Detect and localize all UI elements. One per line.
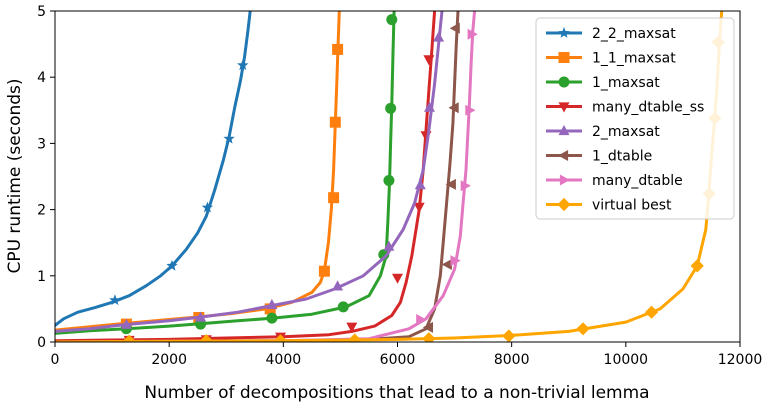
- data-point: [502, 329, 515, 342]
- data-point: [348, 333, 361, 346]
- legend-label: 2_2_maxsat: [592, 26, 676, 42]
- x-tick-label: 8000: [494, 352, 530, 368]
- data-point: [415, 179, 426, 189]
- x-tick-label: 6000: [380, 352, 416, 368]
- y-tick-label: 1: [37, 269, 46, 285]
- y-tick-label: 5: [37, 4, 46, 20]
- data-point: [422, 332, 435, 345]
- series-1-1-maxsat: [55, 11, 343, 330]
- legend-label: many_dtable_ss: [592, 100, 704, 116]
- series-line: [55, 11, 442, 331]
- legend-label: 1_dtable: [592, 149, 652, 165]
- series-many-dtable: [55, 11, 478, 342]
- x-tick-label: 0: [51, 352, 60, 368]
- legend-label: virtual best: [592, 198, 672, 214]
- y-axis-label: CPU runtime (seconds): [5, 78, 25, 273]
- series-2-maxsat: [55, 11, 444, 331]
- series-line: [55, 11, 339, 330]
- y-tick-label: 3: [37, 136, 46, 152]
- x-axis-label: Number of decompositions that lead to a …: [144, 383, 649, 403]
- legend-marker: [559, 77, 570, 88]
- y-tick-label: 4: [37, 70, 46, 86]
- data-point: [266, 313, 277, 324]
- data-point: [645, 306, 658, 319]
- data-point: [319, 266, 330, 277]
- data-point: [328, 192, 339, 203]
- data-point: [385, 103, 396, 114]
- legend-label: many_dtable: [592, 173, 683, 189]
- data-point: [332, 44, 343, 55]
- data-point: [442, 259, 452, 270]
- data-point: [576, 322, 589, 335]
- series-line: [55, 11, 475, 342]
- legend-marker: [559, 52, 570, 63]
- data-point: [386, 14, 397, 25]
- legend: 2_2_maxsat 1_1_maxsat 1_maxsat many_dtable_…: [536, 18, 734, 219]
- data-point: [338, 301, 349, 312]
- data-point: [330, 117, 341, 128]
- data-point: [383, 175, 394, 186]
- y-tick-label: 2: [37, 203, 46, 219]
- data-point: [392, 274, 403, 284]
- legend-label: 1_maxsat: [592, 75, 660, 91]
- series-1-dtable: [55, 11, 460, 342]
- data-point: [416, 314, 426, 325]
- x-tick-label: 4000: [266, 352, 302, 368]
- data-point: [433, 31, 444, 41]
- y-tick-label: 0: [37, 335, 46, 351]
- series-2-2-maxsat: [55, 11, 250, 325]
- legend-label: 2_maxsat: [592, 124, 660, 140]
- x-tick-label: 2000: [151, 352, 187, 368]
- series-line: [55, 11, 458, 342]
- series-1-maxsat: [55, 11, 397, 334]
- data-point: [450, 23, 460, 34]
- series-line: [55, 11, 250, 325]
- legend-label: 1_1_maxsat: [592, 51, 676, 67]
- x-tick-label: 10000: [604, 352, 649, 368]
- x-tick-label: 12000: [718, 352, 763, 368]
- data-point: [423, 55, 434, 65]
